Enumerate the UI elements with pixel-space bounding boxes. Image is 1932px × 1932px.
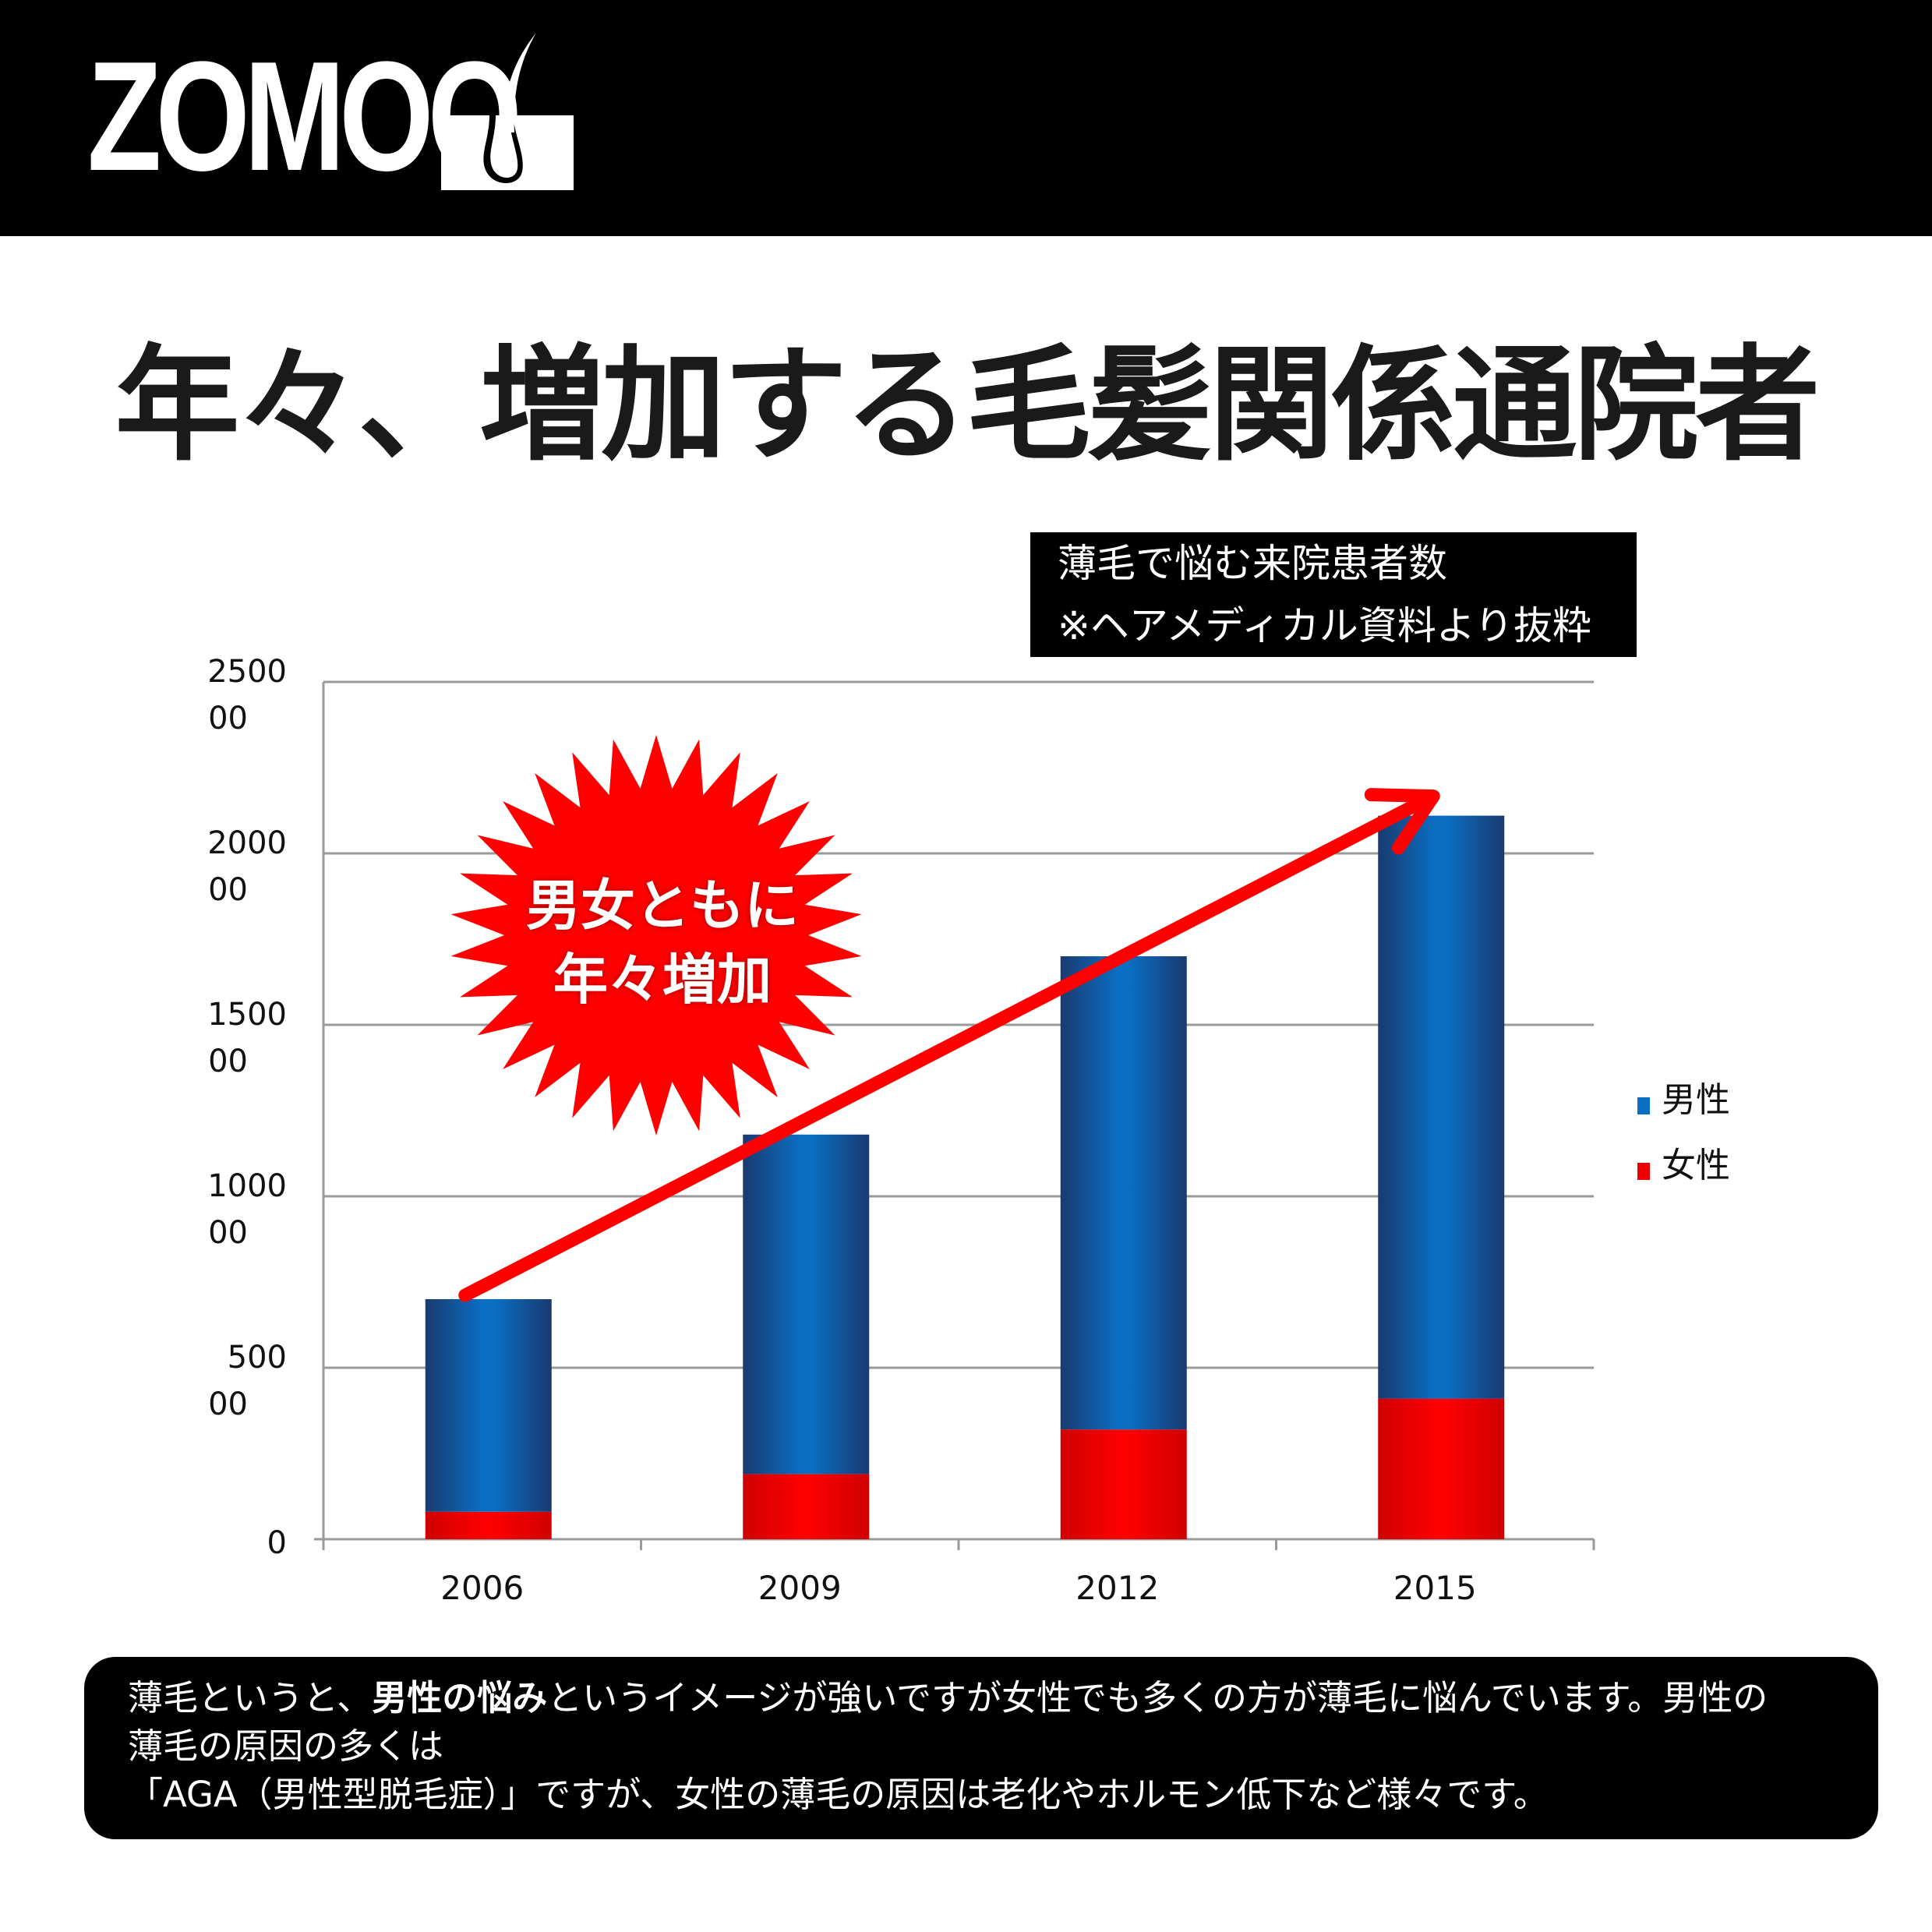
- y-tick-label-2: 1000 00: [207, 1168, 287, 1251]
- stacked-bar-chart: 0 500 00 1000 00 1500 00 2000 00 2500 00 2006 2009 20…: [207, 654, 1595, 1607]
- x-tick-label-2009: 2009: [758, 1569, 842, 1607]
- bars: [425, 815, 1505, 1539]
- starburst-line1: 男女ともに: [526, 874, 799, 938]
- starburst-line2: 年々増加: [553, 948, 772, 1012]
- footer-description: 薄毛というと、男性の悩みというイメージが強いですが女性でも多くの方が薄毛に悩んで…: [84, 1657, 1878, 1839]
- footer-line1: 薄毛というと、男性の悩みというイメージが強いですが女性でも多くの方が薄毛に悩んで…: [128, 1674, 1831, 1722]
- bar-male-2012: [1060, 956, 1187, 1430]
- bar-female-2006: [425, 1511, 552, 1539]
- source-note-line2: ※ヘアメディカル資料より抜粋: [1058, 603, 1591, 648]
- header-bar: ZOMOO: [0, 0, 1932, 236]
- y-tick-label-0: 0: [267, 1525, 287, 1561]
- source-note: 薄毛で悩む来院患者数 ※ヘアメディカル資料より抜粋: [1030, 532, 1637, 657]
- legend-label-male: 男性: [1662, 1080, 1730, 1120]
- y-tick-label-4: 2000 00: [207, 825, 287, 908]
- legend-label-female: 女性: [1662, 1146, 1730, 1185]
- y-tick-label-5: 2500 00: [207, 654, 287, 736]
- bar-male-2006: [425, 1299, 552, 1512]
- bar-female-2009: [743, 1474, 870, 1539]
- bar-male-2015: [1378, 815, 1505, 1399]
- x-tick-label-2015: 2015: [1393, 1569, 1477, 1607]
- source-note-line1: 薄毛で悩む来院患者数: [1058, 541, 1447, 586]
- legend-swatch-female: [1637, 1163, 1650, 1180]
- footer-seg1: 薄毛というと、: [128, 1677, 373, 1718]
- bar-male-2009: [743, 1134, 870, 1475]
- legend-swatch-male: [1637, 1097, 1650, 1114]
- footer-seg3: というイメージが強いですが女性でも多くの方が薄毛に悩んでいます。男性の: [547, 1677, 1768, 1718]
- trend-arrow-head: [1364, 788, 1440, 855]
- x-tick-label-2012: 2012: [1075, 1569, 1159, 1607]
- bar-female-2012: [1060, 1429, 1187, 1539]
- trend-arrow-shaft: [458, 797, 1425, 1302]
- footer-line2: 薄毛の原因の多くは: [128, 1725, 444, 1767]
- trend-arrow: [458, 788, 1440, 1302]
- footer-seg2-bold: 男性の悩み: [372, 1677, 548, 1718]
- axis-labels: 0 500 00 1000 00 1500 00 2000 00 2500 00 2006 2009 20…: [207, 654, 1476, 1607]
- starburst-badge: [450, 735, 862, 1136]
- y-tick-label-3: 1500 00: [207, 997, 287, 1079]
- page-title: 年々、増加する毛髪関係通院者: [115, 332, 1820, 478]
- bar-female-2015: [1378, 1398, 1505, 1539]
- starburst-text: 男女ともに 年々増加: [499, 869, 826, 1017]
- y-tick-label-1: 500 00: [208, 1340, 287, 1422]
- x-tick-label-2006: 2006: [440, 1569, 524, 1607]
- hair-follicle-icon: [441, 33, 574, 190]
- footer-line3: 「AGA（男性型脱毛症）」ですが、女性の薄毛の原因は老化やホルモン低下など様々で…: [128, 1774, 1549, 1815]
